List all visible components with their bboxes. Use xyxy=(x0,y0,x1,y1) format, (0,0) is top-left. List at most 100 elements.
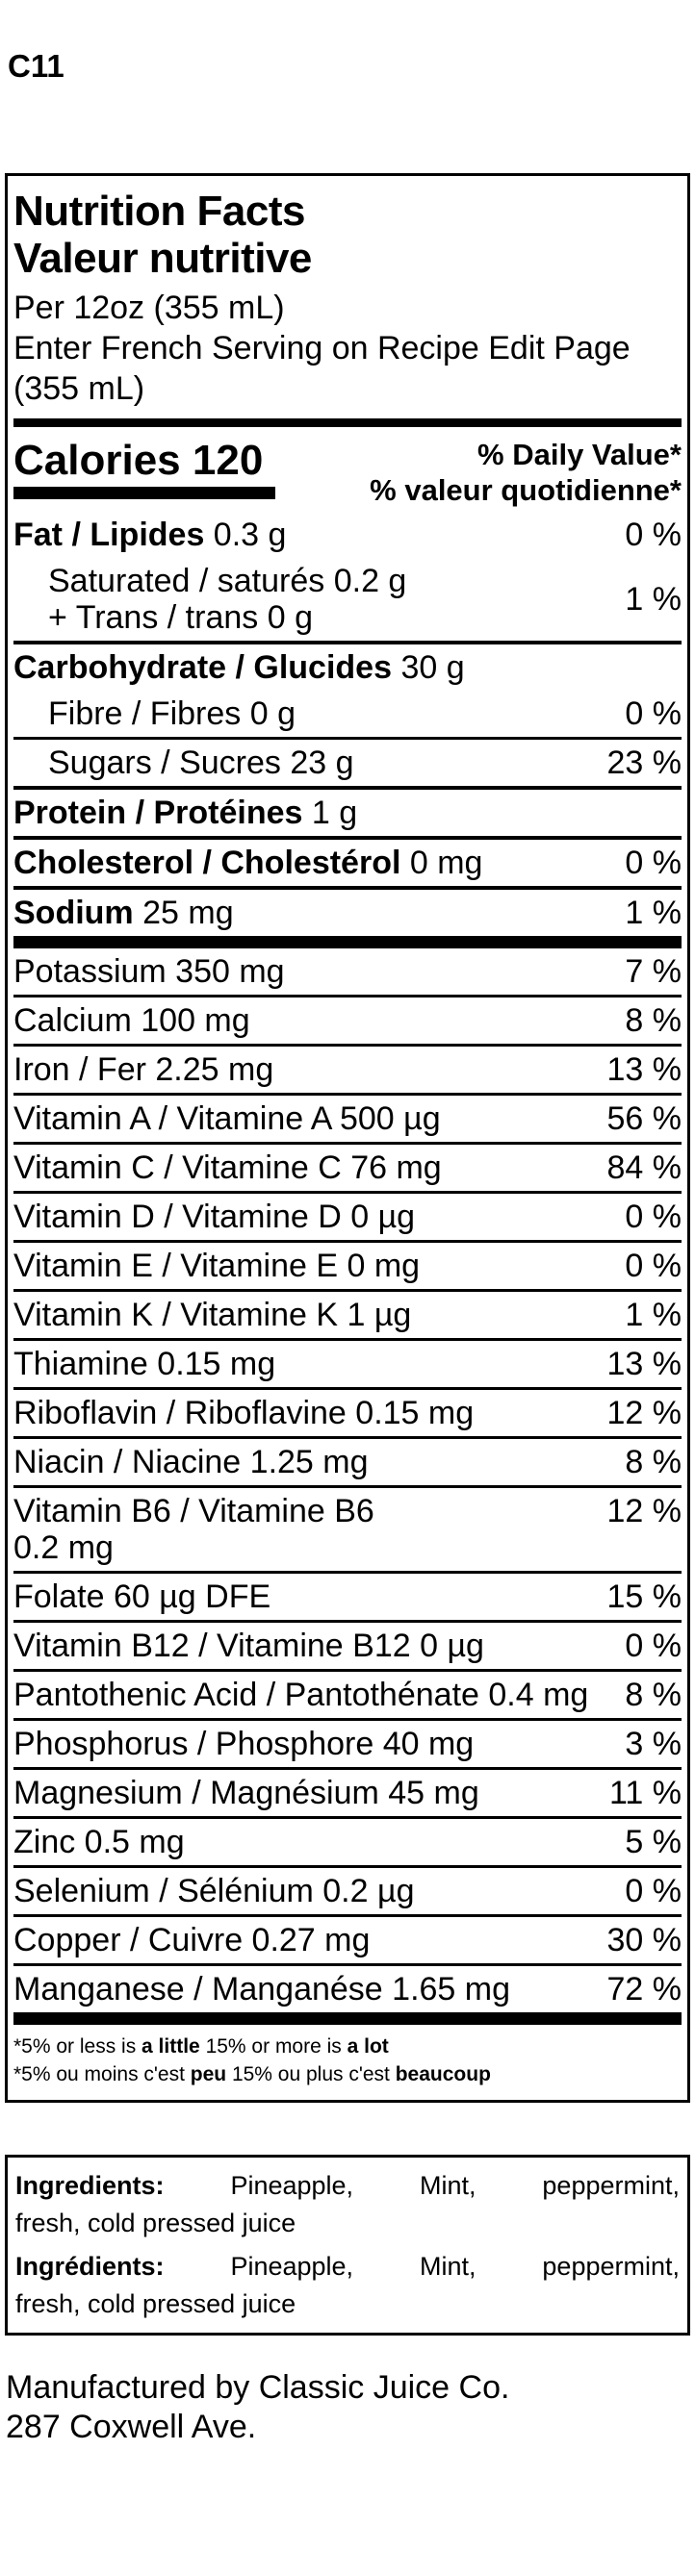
nutrient-name: Iron / Fer 2.25 mg xyxy=(13,1051,274,1088)
calories-line: Calories 120 xyxy=(13,437,275,499)
nutrient-name: Saturated / saturés 0.2 g + Trans / trans… xyxy=(48,563,407,636)
text-segment: *5% or less is xyxy=(13,2035,142,2058)
daily-value-percent: 0 % xyxy=(625,1873,682,1909)
daily-value-percent: 3 % xyxy=(625,1726,682,1762)
divider xyxy=(13,1669,682,1672)
divider xyxy=(13,1191,682,1194)
nutrient-row: Zinc 0.5 mg 5 % xyxy=(13,1819,682,1865)
nutrient-name: Riboflavin / Riboflavine 0.15 mg xyxy=(13,1395,475,1431)
nutrient-row: Fibre / Fibres 0 g 0 % xyxy=(13,691,682,737)
nutrient-name: Niacin / Niacine 1.25 mg xyxy=(13,1444,369,1480)
daily-value-percent: 0 % xyxy=(625,1248,682,1284)
emphasized-text: peu xyxy=(190,2063,227,2085)
divider xyxy=(13,1485,682,1488)
daily-value-percent: 7 % xyxy=(625,953,682,990)
divider xyxy=(13,1816,682,1819)
nutrient-row: Sodium 25 mg 1 % xyxy=(13,890,682,936)
daily-value-percent: 5 % xyxy=(625,1824,682,1860)
nutrient-name-bold: Fat / Lipides xyxy=(13,517,205,553)
daily-value-percent: 23 % xyxy=(606,745,682,781)
daily-value-percent: 1 % xyxy=(625,1297,682,1333)
footnote-en: *5% or less is a little 15% or more is a… xyxy=(13,2033,682,2060)
divider xyxy=(13,1914,682,1917)
nutrient-row: Vitamin E / Vitamine E 0 mg 0 % xyxy=(13,1243,682,1289)
nutrient-row: Vitamin D / Vitamine D 0 µg 0 % xyxy=(13,1194,682,1240)
divider xyxy=(13,1436,682,1439)
daily-value-percent: 8 % xyxy=(625,1677,682,1713)
nutrient-row: Copper / Cuivre 0.27 mg 30 % xyxy=(13,1917,682,1963)
daily-value-percent: 0 % xyxy=(625,845,682,881)
nutrient-name: Sugars / Sucres 23 g xyxy=(48,745,354,781)
ingredients-en: Ingredients: Pineapple, Mint, peppermint… xyxy=(15,2167,680,2242)
nutrient-name: Protein / Protéines 1 g xyxy=(13,795,358,831)
nutrient-row: Vitamin C / Vitamine C 76 mg 84 % xyxy=(13,1145,682,1191)
divider xyxy=(13,1620,682,1623)
ingredients-en-line2: fresh, cold pressed juice xyxy=(15,2209,296,2237)
calories-section: Calories 120 % Daily Value* % valeur quo… xyxy=(13,437,682,508)
calories-value: Calories 120 xyxy=(13,437,264,484)
emphasized-text: Ingrédients: xyxy=(15,2252,165,2281)
daily-value-percent: 0 % xyxy=(625,517,682,553)
footnote-fr: *5% ou moins c'est peu 15% ou plus c'est… xyxy=(13,2060,682,2088)
nutrient-name: Vitamin A / Vitamine A 500 µg xyxy=(13,1100,441,1137)
daily-value-percent: 8 % xyxy=(625,1444,682,1480)
daily-value-percent: 13 % xyxy=(606,1051,682,1088)
nutrient-name: Vitamin B6 / Vitamine B6 0.2 mg xyxy=(13,1493,374,1566)
nutrient-name-bold: Cholesterol / Cholestérol xyxy=(13,845,401,881)
daily-value-percent: 0 % xyxy=(625,1199,682,1235)
divider xyxy=(13,641,682,644)
nutrient-row: Manganese / Manganése 1.65 mg 72 % xyxy=(13,1966,682,2012)
nutrient-name: Carbohydrate / Glucides 30 g xyxy=(13,649,465,686)
nutrient-name: Pantothenic Acid / Pantothénate 0.4 mg xyxy=(13,1677,589,1713)
divider xyxy=(13,1240,682,1243)
label-title-fr: Valeur nutritive xyxy=(13,235,312,282)
daily-value-percent: 11 % xyxy=(609,1775,682,1811)
serving-info: Per 12oz (355 mL) Enter French Serving o… xyxy=(13,288,682,409)
nutrient-table: Fat / Lipides 0.3 g 0 % Saturated / saturé… xyxy=(13,512,682,2025)
daily-value-header: % Daily Value* % valeur quotidienne* xyxy=(370,437,682,508)
emphasized-text: a little xyxy=(142,2035,200,2058)
divider xyxy=(13,886,682,890)
nutrition-facts-label: Nutrition Facts Valeur nutritive Per 12o… xyxy=(5,173,690,2103)
divider xyxy=(13,1718,682,1721)
divider xyxy=(13,1289,682,1292)
nutrient-name: Phosphorus / Phosphore 40 mg xyxy=(13,1726,475,1762)
daily-value-percent: 1 % xyxy=(625,895,682,931)
nutrient-name: Cholesterol / Cholestérol 0 mg xyxy=(13,845,483,881)
divider xyxy=(13,1865,682,1868)
nutrient-name: Vitamin K / Vitamine K 1 µg xyxy=(13,1297,412,1333)
emphasized-text: a lot xyxy=(347,2035,389,2058)
daily-value-percent: 0 % xyxy=(625,1628,682,1664)
nutrient-name: Selenium / Sélénium 0.2 µg xyxy=(13,1873,415,1909)
text-segment: 15% or more is xyxy=(199,2035,348,2058)
manufacturer-info: Manufactured by Classic Juice Co. 287 Co… xyxy=(6,2368,509,2447)
emphasized-text: Ingredients: xyxy=(15,2171,165,2200)
nutrient-row: Magnesium / Magnésium 45 mg 11 % xyxy=(13,1770,682,1816)
text-segment: Pineapple, Mint, peppermint, xyxy=(164,2171,680,2200)
ingredients-fr: Ingrédients: Pineapple, Mint, peppermint… xyxy=(15,2248,680,2323)
nutrient-row: Carbohydrate / Glucides 30 g xyxy=(13,644,682,691)
nutrient-name: Vitamin D / Vitamine D 0 µg xyxy=(13,1199,416,1235)
nutrient-row: Folate 60 µg DFE 15 % xyxy=(13,1574,682,1620)
nutrient-row: Thiamine 0.15 mg 13 % xyxy=(13,1341,682,1387)
nutrient-name-bold: Protein / Protéines xyxy=(13,795,303,831)
nutrient-name: Copper / Cuivre 0.27 mg xyxy=(13,1922,371,1958)
page-code: C11 xyxy=(8,48,64,84)
divider xyxy=(13,836,682,840)
daily-value-percent: 12 % xyxy=(606,1493,682,1529)
divider xyxy=(13,1338,682,1341)
text-segment: 15% ou plus c'est xyxy=(226,2063,396,2085)
nutrient-row: Riboflavin / Riboflavine 0.15 mg 12 % xyxy=(13,1390,682,1436)
nutrient-row: Protein / Protéines 1 g xyxy=(13,790,682,836)
daily-value-percent: 56 % xyxy=(606,1100,682,1137)
thick-rule xyxy=(13,936,682,948)
nutrient-name: Vitamin C / Vitamine C 76 mg xyxy=(13,1149,442,1186)
thick-rule xyxy=(13,418,682,427)
divider xyxy=(13,786,682,790)
serving-size-fr: Enter French Serving on Recipe Edit Page… xyxy=(13,330,631,407)
nutrient-row: Selenium / Sélénium 0.2 µg 0 % xyxy=(13,1868,682,1914)
divider xyxy=(13,1093,682,1096)
nutrient-row: Vitamin A / Vitamine A 500 µg 56 % xyxy=(13,1096,682,1142)
daily-value-header-fr: % valeur quotidienne* xyxy=(370,473,682,507)
nutrient-name: Magnesium / Magnésium 45 mg xyxy=(13,1775,479,1811)
